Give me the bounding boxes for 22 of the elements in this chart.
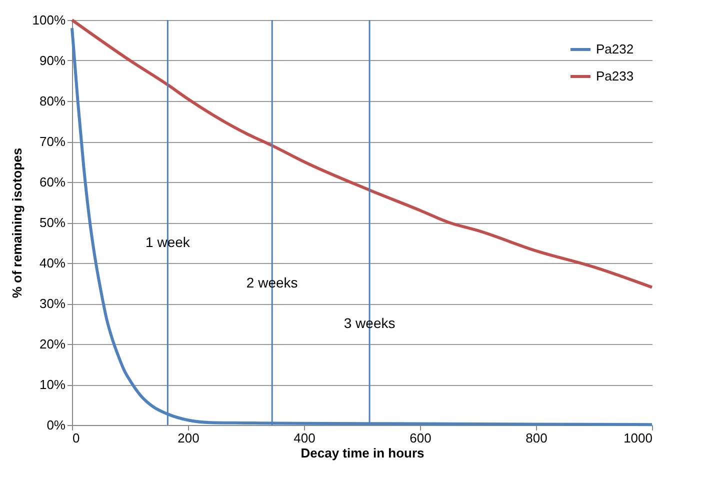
legend-label: Pa232 bbox=[596, 42, 634, 56]
y-tick-label: 10% bbox=[39, 377, 66, 392]
y-tick-label: 0% bbox=[46, 418, 66, 432]
line-series bbox=[70, 18, 654, 289]
x-tick-label: 600 bbox=[410, 430, 432, 446]
y-tick-label: 90% bbox=[39, 53, 66, 68]
x-tick-label: 400 bbox=[294, 430, 316, 446]
y-tick-label: 100% bbox=[32, 12, 66, 28]
y-tick-label: 50% bbox=[39, 215, 66, 230]
y-tick-label: 40% bbox=[39, 256, 66, 270]
y-tick-label: 60% bbox=[39, 174, 66, 190]
x-tick-label: 200 bbox=[178, 430, 200, 446]
legend-label: Pa233 bbox=[596, 68, 634, 84]
y-tick-label: 80% bbox=[39, 94, 66, 108]
x-axis-title: Decay time in hours bbox=[300, 446, 424, 460]
y-tick-label: 20% bbox=[39, 336, 66, 352]
x-tick-label: 0 bbox=[72, 430, 80, 446]
x-tick-label: 1000 bbox=[624, 430, 652, 446]
y-axis-title: % of remaining isotopes bbox=[9, 148, 24, 298]
x-tick-label: 800 bbox=[526, 430, 548, 446]
y-tick-label: 70% bbox=[39, 134, 66, 149]
y-tick-label: 30% bbox=[39, 296, 66, 311]
